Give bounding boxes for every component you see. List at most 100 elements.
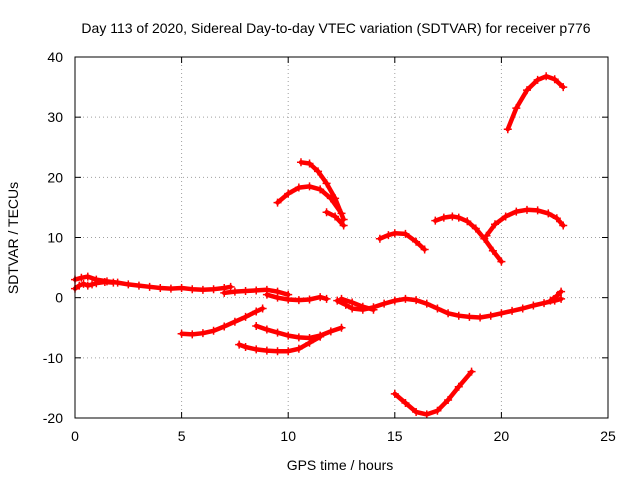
series-line-arc-6 [339,296,376,312]
data-point [412,296,421,305]
data-point [369,305,378,314]
data-point [412,237,421,246]
y-tick-label: 10 [47,230,63,246]
data-point [454,382,463,391]
data-point [258,304,267,313]
data-point [552,291,561,300]
data-point [482,231,491,240]
data-point [273,328,282,337]
data-point [544,209,553,218]
data-point [390,296,399,305]
data-point [522,205,531,214]
data-point [145,282,154,291]
data-point [284,331,293,340]
data-point [252,345,261,354]
data-point [220,322,229,331]
data-point [401,398,410,407]
data-point [322,179,331,188]
data-point [198,329,207,338]
data-point [533,75,542,84]
data-point [331,194,340,203]
data-point [316,293,325,302]
data-point [488,246,497,255]
data-point [454,213,463,222]
data-point [262,346,271,355]
data-point [422,299,431,308]
data-point [77,273,86,282]
data-point [497,309,506,318]
data-point [444,395,453,404]
grid [75,57,608,418]
data-point [92,279,101,288]
data-point [463,217,472,226]
data-point [467,367,476,376]
data-point [156,284,165,293]
data-point [294,333,303,342]
data-point [326,327,335,336]
data-point [284,295,293,304]
data-point [241,287,250,296]
x-tick-label: 10 [280,428,296,444]
data-point [83,281,92,290]
data-point [508,306,517,315]
data-point [100,278,109,287]
data-point [226,282,235,291]
data-point [358,302,367,311]
data-point [348,298,357,307]
data-point [337,294,346,303]
data-point [75,281,84,290]
y-tick-label: 40 [47,49,63,65]
data-point [284,347,293,356]
data-point [433,406,442,415]
data-point [512,104,521,113]
y-axis-label: SDTVAR / TECUs [5,182,21,294]
data-point [559,221,568,230]
data-point [465,312,474,321]
y-tick-label: 20 [47,169,63,185]
x-tick-label: 0 [71,428,79,444]
data-point [177,329,186,338]
data-point [109,278,118,287]
ticks: 0 5 10 15 20 25 -20 -10 0 10 20 30 40 [43,49,616,444]
data-point [380,299,389,308]
data-point [305,182,314,191]
data-point [305,295,314,304]
data-point [333,296,342,305]
data-point [262,290,271,299]
data-point [241,312,250,321]
data-point [230,287,239,296]
data-point [322,208,331,217]
data-point [252,307,261,316]
data-point [557,287,566,296]
data-point [188,285,197,294]
data-point [305,338,314,347]
data-point [294,296,303,305]
data-point [412,407,421,416]
data-point [322,294,331,303]
data-point [512,207,521,216]
x-axis-label: GPS time / hours [287,457,394,473]
x-tick-label: 20 [494,428,510,444]
data-point [559,83,568,92]
data-point [337,323,346,332]
data-point [88,280,97,289]
data-point [533,206,542,215]
plot-border [74,56,609,419]
data-point [431,216,440,225]
data-point [476,313,485,322]
data-point [294,183,303,192]
data-point [296,158,305,167]
data-point [305,159,314,168]
data-point [550,75,559,84]
data-point [235,340,244,349]
data-point [540,299,549,308]
data-point [273,198,282,207]
data-point [316,185,325,194]
data-point [422,410,431,419]
series-line-arc-15 [433,214,504,264]
y-tick-label: -20 [43,410,63,426]
series-line-arc-17 [505,74,566,132]
data-point [384,231,393,240]
data-point [501,212,510,221]
